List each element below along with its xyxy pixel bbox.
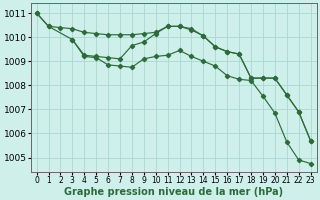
X-axis label: Graphe pression niveau de la mer (hPa): Graphe pression niveau de la mer (hPa) bbox=[64, 187, 283, 197]
